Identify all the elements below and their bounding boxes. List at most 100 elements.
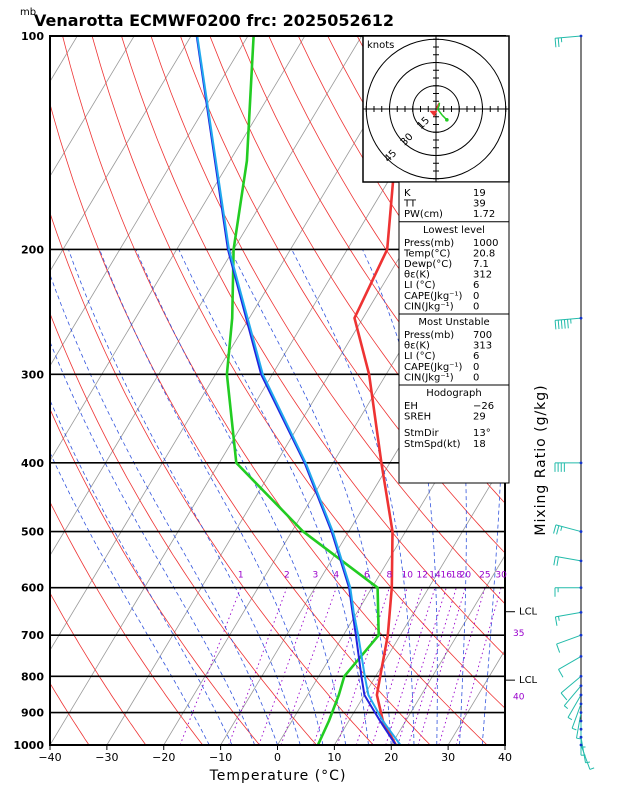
pressure-unit-label: mb xyxy=(20,7,36,18)
virtual-temperature-profile-line xyxy=(196,36,402,745)
mixing-ratio-line xyxy=(355,587,408,745)
most-unstable-value: 700 xyxy=(473,330,492,341)
hodograph-heading: Hodograph xyxy=(426,388,481,399)
isotherm-line xyxy=(50,36,249,367)
mixing-ratio-label: 6 xyxy=(364,570,370,580)
wind-barb-flag xyxy=(560,319,563,329)
x-axis-title: Temperature (°C) xyxy=(209,768,347,784)
wind-barb xyxy=(579,743,595,770)
isotherm-line xyxy=(50,36,192,272)
mixing-ratio-line xyxy=(312,587,368,745)
wind-barb-station xyxy=(579,711,583,714)
wind-barb xyxy=(554,34,583,48)
most-unstable-label: CIN(Jkg⁻¹) xyxy=(404,372,454,383)
indices-frame xyxy=(398,181,510,484)
pressure-tick-label: 300 xyxy=(21,368,44,381)
wind-barb-station xyxy=(579,559,583,563)
wind-barb-half-flag xyxy=(571,727,577,731)
pressure-axis: 100 200 300 400 500 600 700 800 900 1000 xyxy=(13,30,44,752)
lowest-level-label: Press(mb) xyxy=(404,238,454,249)
wind-barb-staff xyxy=(567,694,582,718)
side-labels: LCL 35 LCL 40 xyxy=(505,607,538,702)
pressure-tick-label: 600 xyxy=(21,582,44,595)
wind-barb xyxy=(579,727,586,756)
lowest-level-value: 0 xyxy=(473,301,479,312)
dry-adiabat-line xyxy=(50,408,261,745)
wind-barb-flag xyxy=(556,525,560,535)
temperature-tick-label: −20 xyxy=(152,751,175,764)
dry-adiabat-line xyxy=(50,501,204,745)
dry-adiabat-line xyxy=(50,682,90,745)
wind-barb-flag xyxy=(560,692,568,701)
temperature-axis: −40 −30 −20 −10 0 10 20 30 40 xyxy=(38,745,512,764)
wind-barb-station xyxy=(579,674,583,678)
index-top-value: 39 xyxy=(473,199,486,210)
pressure-tick-label: 100 xyxy=(21,30,44,43)
edge-theta-label: 35 xyxy=(513,629,524,639)
most-unstable-value: 0 xyxy=(473,372,479,383)
moist-adiabat-line xyxy=(229,249,392,745)
isotherm-line xyxy=(333,459,505,745)
wind-barb-station xyxy=(579,530,583,533)
mixing-ratio-line xyxy=(179,587,242,745)
pressure-tick-label: 200 xyxy=(21,243,44,256)
indices-panel: K 19 TT 39 PW(cm) 1.72 Lowest level Press(mb) 10… xyxy=(398,181,510,484)
mixing-ratio-line xyxy=(280,587,337,745)
lowest-level-value: 0 xyxy=(473,291,479,302)
wind-barb-flag xyxy=(563,319,566,329)
wind-barb xyxy=(556,633,583,653)
wind-barb-flag xyxy=(553,524,557,534)
moist-adiabat-line xyxy=(50,340,256,745)
wind-barb-staff xyxy=(560,675,582,694)
moist-adiabat-line xyxy=(50,273,278,745)
pressure-tick-label: 900 xyxy=(21,707,44,720)
wind-barb-station xyxy=(579,693,583,697)
temperature-tick-label: 40 xyxy=(498,751,512,764)
storm-motion-label: StmDir xyxy=(404,428,439,439)
mixing-ratio-axis-title: Mixing Ratio (g/kg) xyxy=(533,384,549,535)
wind-barb-flag xyxy=(556,643,561,653)
wind-barb-station xyxy=(579,316,583,320)
most-unstable-label: θε(K) xyxy=(404,341,430,352)
wind-barb-flag xyxy=(557,320,560,330)
wind-barb-half-flag xyxy=(557,616,560,621)
dry-adiabat-line xyxy=(50,312,318,745)
dry-adiabat-line xyxy=(563,36,618,760)
dry-adiabat-line xyxy=(180,36,505,554)
wind-barb-staff xyxy=(555,611,582,618)
wind-barb xyxy=(554,610,583,626)
storm-motion-value: 13° xyxy=(473,428,491,439)
most-unstable-label: CAPE(Jkg⁻¹) xyxy=(404,362,462,373)
edge-theta-label: 40 xyxy=(513,692,525,702)
mixing-ratio-line xyxy=(371,587,423,745)
most-unstable-value: 313 xyxy=(473,341,492,352)
most-unstable-label: Press(mb) xyxy=(404,330,454,341)
wind-barb-staff xyxy=(558,655,582,670)
isotherm-line xyxy=(50,36,78,83)
wind-barb-column xyxy=(553,34,595,770)
isotherm-line xyxy=(504,744,505,745)
mixing-ratio-label: 2 xyxy=(284,570,290,580)
lowest-level-value: 6 xyxy=(473,280,479,291)
temperature-tick-label: 30 xyxy=(441,751,455,764)
hodograph-trace xyxy=(436,108,443,116)
wind-barb xyxy=(553,555,583,566)
temperature-tick-label: −10 xyxy=(209,751,232,764)
dry-adiabat-line xyxy=(0,36,41,760)
dry-adiabat-line xyxy=(209,36,505,504)
mixing-ratio-label: 20 xyxy=(460,570,472,580)
temperature-tick-label: 0 xyxy=(274,751,281,764)
mixing-ratio-line xyxy=(385,587,436,745)
storm-motion-marker xyxy=(429,110,438,117)
wind-barb-half-flag xyxy=(560,526,563,531)
mixing-ratio-label: 8 xyxy=(386,570,392,580)
dry-adiabat-line xyxy=(50,211,374,745)
wind-barb-staff xyxy=(555,524,582,533)
wind-barb xyxy=(560,674,583,701)
isotherm-line xyxy=(163,175,505,745)
most-unstable-value: 0 xyxy=(473,362,479,373)
wind-barb-staff xyxy=(556,634,582,645)
mixing-ratio-label: 1 xyxy=(238,570,244,580)
